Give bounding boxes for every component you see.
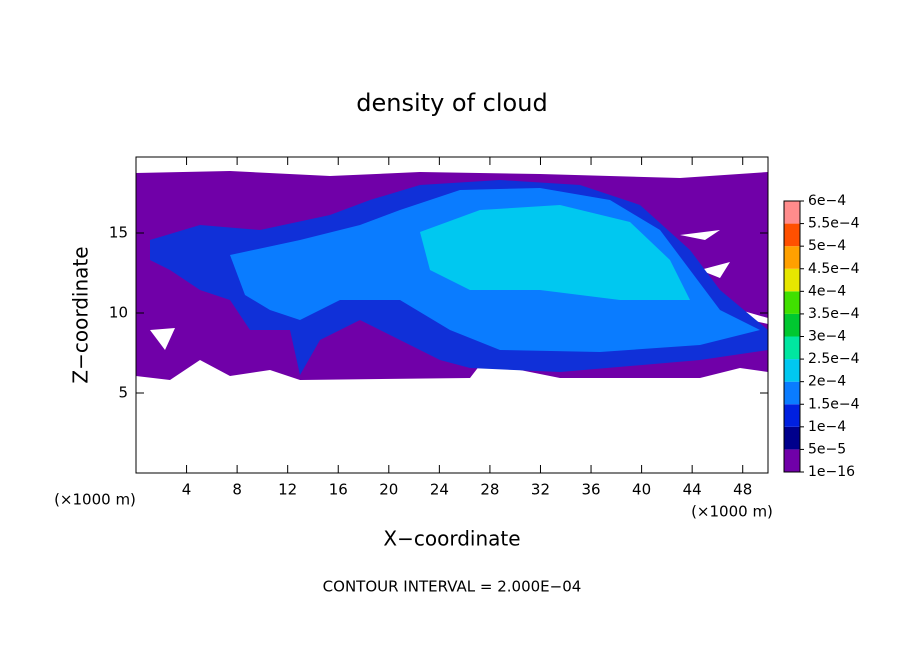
- colorbar-label: 6e−4: [808, 193, 846, 209]
- contour-field: [136, 171, 768, 380]
- x-tick-label: 28: [480, 481, 499, 499]
- colorbar-band: [784, 404, 800, 427]
- colorbar-band: [784, 336, 800, 360]
- x-tick-label: 4: [182, 481, 192, 499]
- x-tick-label: 24: [430, 481, 449, 499]
- colorbar-label: 3.5e−4: [808, 306, 860, 322]
- x-tick-label: 20: [379, 481, 398, 499]
- x-tick-label: 48: [733, 481, 752, 499]
- colorbar-label: 5e−4: [808, 238, 846, 254]
- plot-frame: [135, 156, 769, 474]
- colorbar-label: 1e−4: [808, 419, 846, 435]
- x-tick-label: 40: [632, 481, 651, 499]
- colorbar-label: 2.5e−4: [808, 351, 860, 367]
- annotation: CONTOUR INTERVAL = 2.000E−04: [323, 578, 582, 596]
- colorbar-band: [784, 268, 800, 292]
- colorbar-band: [784, 313, 800, 337]
- y-axis-label: Z−coordinate: [69, 246, 93, 383]
- y-unit-label: (×1000 m): [54, 491, 136, 509]
- colorbar-label: 1e−16: [808, 464, 855, 480]
- colorbar-band: [784, 223, 800, 247]
- colorbar-label: 5e−5: [808, 441, 846, 457]
- x-tick-label: 36: [581, 481, 600, 499]
- y-tick-label: 5: [118, 384, 128, 402]
- x-tick-label: 16: [329, 481, 348, 499]
- x-tick-label: 44: [683, 481, 702, 499]
- x-tick-label: 32: [531, 481, 550, 499]
- y-tick-label: 10: [109, 304, 128, 322]
- colorbar-label: 4e−4: [808, 283, 846, 299]
- y-tick-label: 15: [109, 224, 128, 242]
- colorbar-label: 2e−4: [808, 374, 846, 390]
- cloud-peak: [420, 205, 690, 300]
- colorbar-label: 1.5e−4: [808, 396, 860, 412]
- colorbar-band: [784, 426, 800, 450]
- colorbar-label: 4.5e−4: [808, 261, 860, 277]
- colorbar-band: [784, 246, 800, 269]
- colorbar-band: [784, 291, 800, 314]
- colorbar-band: [784, 201, 800, 224]
- colorbar-label: 3e−4: [808, 329, 846, 345]
- colorbar-band: [784, 359, 800, 382]
- x-axis-label: X−coordinate: [383, 527, 520, 551]
- colorbar-band: [784, 381, 800, 405]
- colorbar-band: [784, 449, 800, 472]
- x-unit-label: (×1000 m): [691, 503, 773, 521]
- x-tick-label: 12: [278, 481, 297, 499]
- colorbar-label: 5.5e−4: [808, 216, 860, 232]
- x-tick-label: 8: [232, 481, 242, 499]
- chart-title: density of cloud: [356, 89, 547, 117]
